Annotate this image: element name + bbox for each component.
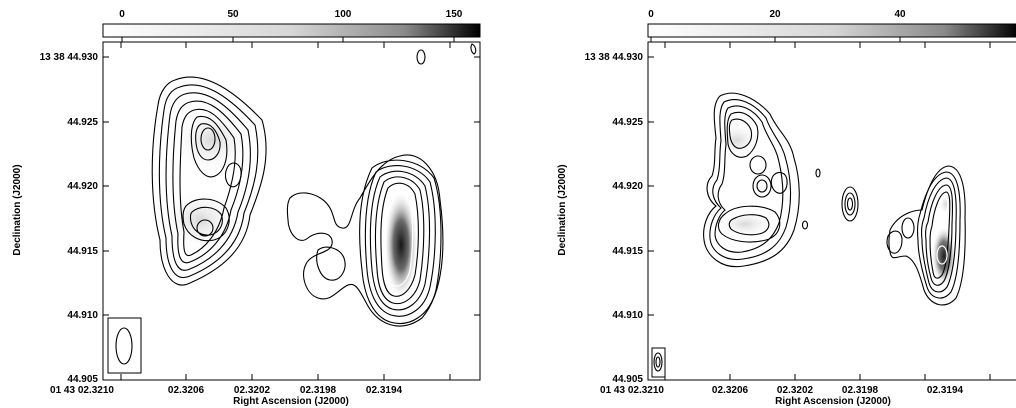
right-y-axis: 13 38 44.930 44.925 44.920 44.915 44.910… — [557, 52, 654, 385]
right-intensity-image — [713, 122, 956, 286]
right-plot-frame — [647, 41, 1016, 381]
left-colorbar: 0 50 100 150 — [102, 9, 481, 42]
y-tick-label: 44.915 — [612, 246, 643, 257]
x-axis-label: Right Ascension (J2000) — [775, 396, 891, 407]
x-tick-label: 02.3194 — [366, 385, 403, 396]
right-panel: 0 20 40 — [557, 9, 1016, 407]
x-tick-label: 02.3202 — [777, 385, 814, 396]
x-tick-label: 02.3202 — [234, 385, 271, 396]
y-tick-label: 44.915 — [67, 246, 98, 257]
right-contours-west — [703, 92, 809, 268]
y-tick-label: 44.920 — [67, 181, 98, 192]
colorbar-tick-label: 0 — [648, 9, 654, 20]
right-contours-middle — [815, 168, 859, 222]
y-tick-label: 44.910 — [67, 310, 98, 321]
x-tick-label: 02.3206 — [712, 385, 749, 396]
colorbar-tick-label: 150 — [446, 9, 463, 20]
left-beam — [107, 317, 142, 374]
y-tick-label: 13 38 44.930 — [585, 52, 644, 63]
right-contours-east — [886, 165, 966, 306]
left-minor-source — [416, 49, 426, 65]
y-tick-label: 44.925 — [612, 117, 643, 128]
y-axis-label: Declination (J2000) — [557, 164, 568, 255]
x-tick-label: 01 43 02.3210 — [50, 385, 114, 396]
y-tick-label: 44.905 — [612, 374, 643, 385]
right-x-axis: 01 43 02.3210 02.3206 02.3202 02.3198 02… — [600, 42, 991, 407]
left-minor-source — [470, 43, 477, 55]
right-colorbar: 0 20 40 — [647, 9, 1016, 42]
x-axis-label: Right Ascension (J2000) — [233, 396, 349, 407]
left-y-axis: 13 38 44.930 44.925 44.920 44.915 44.910… — [12, 52, 480, 385]
x-tick-label: 02.3198 — [300, 385, 337, 396]
y-tick-label: 13 38 44.930 — [40, 52, 99, 63]
colorbar-tick-label: 20 — [769, 9, 781, 20]
x-tick-label: 02.3194 — [927, 385, 964, 396]
y-tick-label: 44.910 — [612, 310, 643, 321]
colorbar-tick-label: 100 — [335, 9, 352, 20]
colorbar-tick-label: 40 — [894, 9, 906, 20]
y-tick-label: 44.905 — [67, 374, 98, 385]
colorbar-tick-label: 50 — [227, 9, 239, 20]
left-x-axis: 01 43 02.3210 02.3206 02.3202 02.3198 02… — [50, 42, 451, 407]
y-axis-label: Declination (J2000) — [12, 164, 23, 255]
left-contours-east — [286, 154, 444, 327]
left-plot-frame — [102, 41, 481, 381]
left-panel: 0 50 100 150 — [12, 9, 481, 407]
x-tick-label: 01 43 02.3210 — [600, 385, 664, 396]
colorbar-tick-label: 0 — [119, 9, 125, 20]
x-tick-label: 02.3198 — [842, 385, 879, 396]
left-contours-west — [151, 76, 267, 286]
y-tick-label: 44.920 — [612, 181, 643, 192]
y-tick-label: 44.925 — [67, 117, 98, 128]
right-beam — [651, 347, 666, 378]
x-tick-label: 02.3206 — [168, 385, 205, 396]
